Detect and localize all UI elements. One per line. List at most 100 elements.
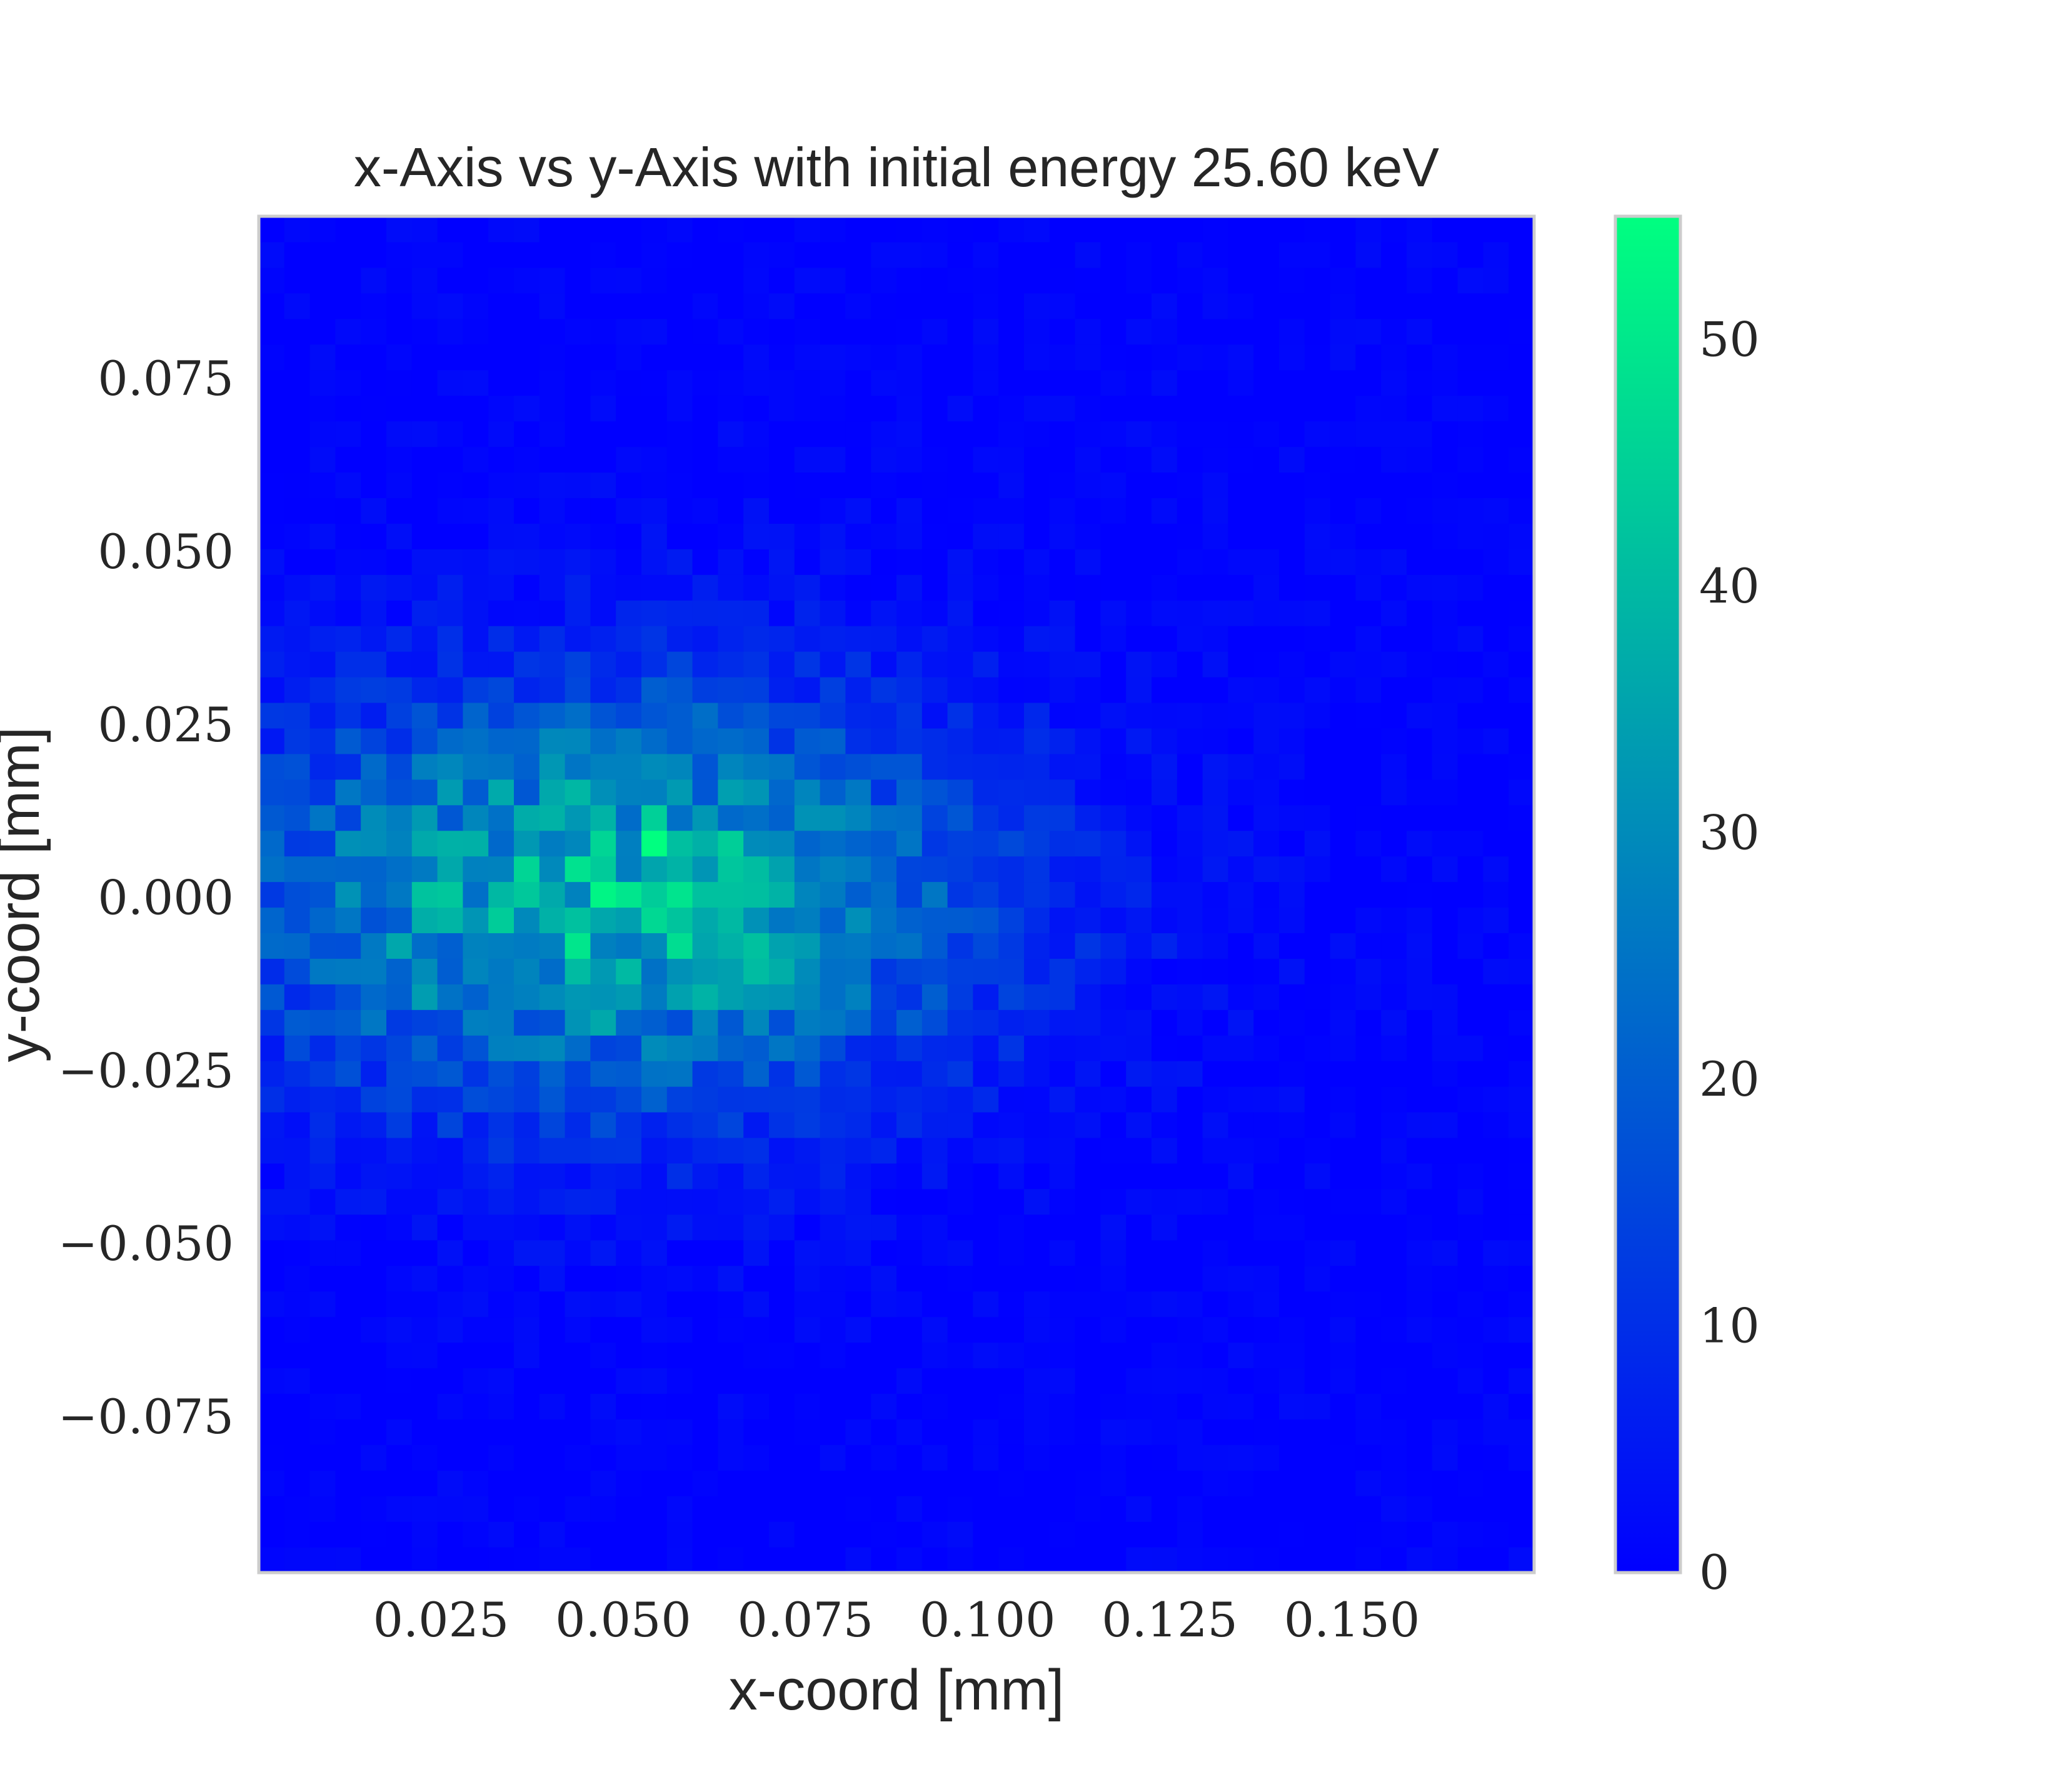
heatmap-cell [998, 933, 1025, 959]
heatmap-cell [769, 1496, 795, 1522]
heatmap-cell [616, 369, 642, 396]
heatmap-cell [1049, 881, 1076, 908]
heatmap-cell [514, 676, 540, 703]
heatmap-cell [641, 600, 668, 626]
heatmap-cell [1126, 318, 1152, 345]
heatmap-cell [1407, 1035, 1433, 1061]
heatmap-cell [743, 1265, 770, 1292]
heatmap-cell [1432, 1239, 1458, 1266]
heatmap-cell [565, 395, 591, 422]
x-tick-label: 0.150 [1284, 1592, 1420, 1648]
heatmap-cell [1126, 804, 1152, 831]
heatmap-cell [488, 1496, 515, 1522]
heatmap-cell [463, 1547, 489, 1573]
heatmap-cell [565, 753, 591, 780]
heatmap-cell [514, 395, 540, 422]
heatmap-cell [284, 779, 311, 806]
heatmap-cell [386, 1035, 413, 1061]
heatmap-cell [284, 1291, 311, 1318]
heatmap-cell [769, 984, 795, 1010]
heatmap-cell [565, 1342, 591, 1369]
heatmap-cell [1049, 1547, 1076, 1573]
heatmap-cell [1355, 728, 1382, 754]
heatmap-cell [794, 1137, 821, 1164]
heatmap-cell [921, 907, 948, 934]
heatmap-cell [921, 881, 948, 908]
heatmap-cell [1202, 779, 1228, 806]
heatmap-cell [590, 804, 616, 831]
heatmap-cell [871, 344, 897, 371]
heatmap-cell [539, 830, 566, 857]
heatmap-cell [666, 1188, 693, 1215]
heatmap-cell [335, 1009, 361, 1036]
heatmap-cell [1253, 1470, 1280, 1496]
heatmap-cell [309, 1163, 336, 1189]
heatmap-cell [1177, 1137, 1203, 1164]
heatmap-cell [1177, 1112, 1203, 1138]
heatmap-cell [1049, 651, 1076, 678]
heatmap-cell [1253, 1239, 1280, 1266]
heatmap-cell [1100, 1009, 1127, 1036]
heatmap-cell [1279, 753, 1305, 780]
heatmap-cell [718, 1188, 744, 1215]
heatmap-cell [666, 702, 693, 729]
heatmap-cell [743, 421, 770, 448]
heatmap-cell [437, 267, 463, 294]
heatmap-cell [641, 728, 668, 754]
heatmap-cell [1457, 1470, 1483, 1496]
heatmap-cell [1279, 1521, 1305, 1548]
heatmap-cell [998, 216, 1025, 243]
heatmap-cell [309, 216, 336, 243]
heatmap-cell [947, 1163, 973, 1189]
heatmap-cell [769, 651, 795, 678]
heatmap-cell [1407, 984, 1433, 1010]
heatmap-cell [565, 626, 591, 652]
heatmap-cell [590, 626, 616, 652]
heatmap-cell [335, 1112, 361, 1138]
heatmap-cell [488, 830, 515, 857]
heatmap-cell [1177, 1086, 1203, 1113]
y-tick-label: −0.050 [58, 1216, 234, 1271]
heatmap-cell [845, 1009, 871, 1036]
heatmap-cell [718, 753, 744, 780]
heatmap-cell [1304, 1265, 1331, 1292]
heatmap-cell [947, 804, 973, 831]
heatmap-cell [411, 1470, 438, 1496]
heatmap-cell [259, 702, 285, 729]
heatmap-cell [794, 600, 821, 626]
heatmap-cell [361, 1419, 387, 1445]
heatmap-cell [488, 446, 515, 473]
heatmap-cell [1330, 446, 1356, 473]
heatmap-cell [488, 498, 515, 524]
heatmap-cell [514, 1368, 540, 1394]
heatmap-cell [973, 293, 999, 319]
heatmap-cell [309, 1521, 336, 1548]
heatmap-cell [1202, 753, 1228, 780]
heatmap-cell [361, 984, 387, 1010]
heatmap-cell [1024, 626, 1050, 652]
heatmap-cell [386, 984, 413, 1010]
heatmap-cell [1279, 881, 1305, 908]
heatmap-cell [284, 1521, 311, 1548]
heatmap-cell [1355, 600, 1382, 626]
heatmap-cell [769, 804, 795, 831]
heatmap-cell [973, 574, 999, 601]
heatmap-cell [998, 1214, 1025, 1241]
heatmap-cell [1253, 1086, 1280, 1113]
heatmap-cell [284, 369, 311, 396]
heatmap-cell [1049, 779, 1076, 806]
y-tick-label: −0.075 [58, 1389, 234, 1444]
heatmap-cell [718, 318, 744, 345]
heatmap-cell [1253, 907, 1280, 934]
heatmap-cell [565, 1112, 591, 1138]
heatmap-cell [1304, 1444, 1331, 1471]
heatmap-cell [411, 344, 438, 371]
heatmap-cell [437, 907, 463, 934]
heatmap-cell [514, 344, 540, 371]
heatmap-cell [1049, 549, 1076, 575]
heatmap-cell [335, 984, 361, 1010]
heatmap-cell [718, 472, 744, 498]
heatmap-cell [590, 958, 616, 984]
y-axis-label: y-coord [mm] [0, 727, 51, 1063]
heatmap-cell [1075, 600, 1101, 626]
